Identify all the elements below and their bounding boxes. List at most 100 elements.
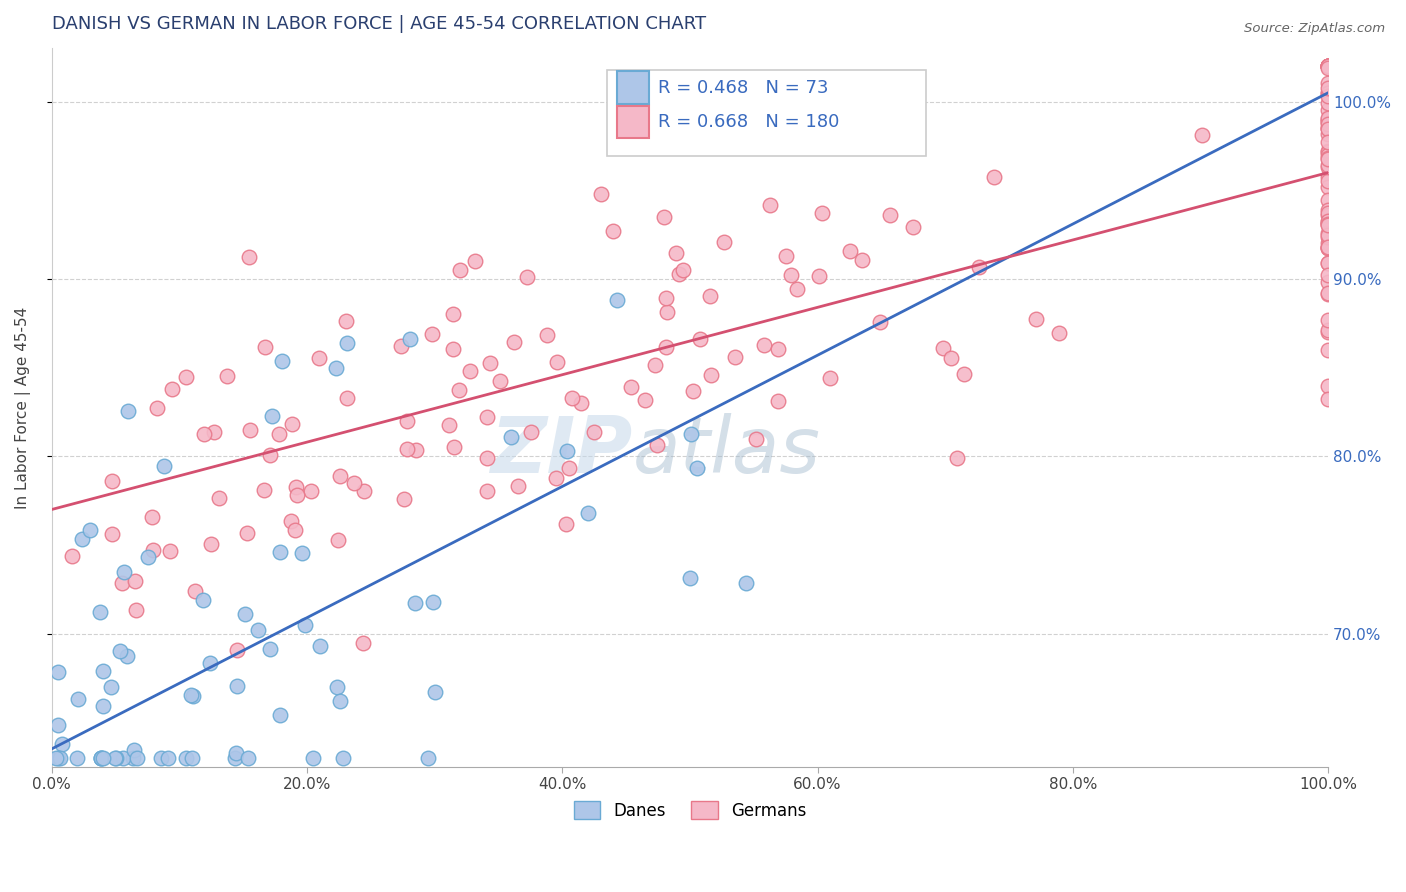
Point	[46, 665, 69, 679]
Point	[124, 574, 146, 589]
Point	[160, 383, 183, 397]
Point	[506, 478, 529, 492]
Point	[121, 750, 143, 764]
Point	[91, 665, 114, 679]
Point	[668, 268, 690, 282]
Point	[679, 571, 702, 585]
Point	[336, 335, 359, 350]
Point	[1317, 235, 1340, 250]
Point	[1317, 88, 1340, 103]
Point	[1317, 215, 1340, 229]
Point	[176, 750, 198, 764]
Point	[423, 684, 446, 698]
Legend: Danes, Germans: Danes, Germans	[567, 795, 813, 827]
Point	[1317, 59, 1340, 73]
Point	[1317, 275, 1340, 289]
Point	[634, 392, 657, 407]
Point	[1317, 228, 1340, 243]
Point	[110, 644, 132, 658]
Point	[1317, 218, 1340, 232]
Point	[343, 475, 366, 490]
Point	[238, 250, 260, 264]
Point	[302, 750, 325, 764]
Text: DANISH VS GERMAN IN LABOR FORCE | AGE 45-54 CORRELATION CHART: DANISH VS GERMAN IN LABOR FORCE | AGE 45…	[52, 15, 706, 33]
Point	[558, 461, 581, 475]
FancyBboxPatch shape	[617, 71, 650, 103]
Point	[1317, 217, 1340, 231]
Point	[1317, 256, 1340, 270]
Point	[1317, 103, 1340, 117]
Point	[561, 391, 583, 405]
Point	[104, 750, 127, 764]
Point	[1191, 128, 1213, 143]
Point	[416, 750, 439, 764]
Point	[396, 414, 419, 428]
Point	[1317, 59, 1340, 73]
Point	[569, 396, 592, 410]
Point	[150, 750, 173, 764]
Point	[1317, 121, 1340, 136]
Point	[699, 289, 721, 303]
Point	[1317, 160, 1340, 174]
Point	[1317, 112, 1340, 127]
Point	[181, 689, 204, 703]
Point	[775, 250, 797, 264]
Point	[1317, 86, 1340, 100]
Point	[117, 404, 139, 418]
Point	[1317, 286, 1340, 301]
Point	[90, 750, 112, 764]
Point	[1317, 326, 1340, 340]
Point	[193, 427, 215, 442]
Point	[259, 448, 281, 462]
Point	[679, 426, 702, 441]
Point	[49, 750, 72, 764]
Point	[779, 268, 801, 283]
Point	[66, 750, 89, 764]
Point	[1317, 59, 1340, 73]
Point	[335, 314, 357, 328]
Point	[555, 443, 578, 458]
Y-axis label: In Labor Force | Age 45-54: In Labor Force | Age 45-54	[15, 306, 31, 508]
Point	[1317, 115, 1340, 129]
Point	[499, 430, 522, 444]
Point	[520, 425, 543, 439]
Point	[689, 332, 711, 346]
Point	[46, 718, 69, 732]
Point	[267, 427, 290, 442]
Point	[112, 566, 135, 580]
Point	[142, 542, 165, 557]
Point	[786, 282, 808, 296]
Point	[1317, 241, 1340, 255]
Point	[157, 750, 180, 764]
Point	[389, 339, 412, 353]
Point	[759, 198, 782, 212]
Point	[67, 691, 90, 706]
Point	[516, 270, 538, 285]
Point	[477, 450, 499, 465]
Point	[262, 409, 284, 423]
Point	[202, 425, 225, 440]
Point	[225, 643, 247, 657]
Point	[1317, 226, 1340, 240]
Point	[193, 592, 215, 607]
Point	[246, 623, 269, 637]
Point	[208, 491, 231, 505]
Point	[271, 353, 294, 368]
Point	[259, 642, 281, 657]
Point	[184, 583, 207, 598]
Point	[1317, 323, 1340, 337]
Point	[404, 596, 426, 610]
Point	[101, 527, 124, 541]
Point	[1317, 313, 1340, 327]
Point	[198, 657, 221, 671]
Point	[1317, 81, 1340, 95]
Point	[145, 401, 167, 416]
Point	[439, 417, 461, 432]
Point	[335, 391, 357, 405]
Point	[326, 533, 349, 547]
Point	[91, 750, 114, 764]
Text: atlas: atlas	[633, 413, 821, 489]
Point	[441, 307, 464, 321]
Point	[422, 595, 444, 609]
Point	[1317, 86, 1340, 100]
